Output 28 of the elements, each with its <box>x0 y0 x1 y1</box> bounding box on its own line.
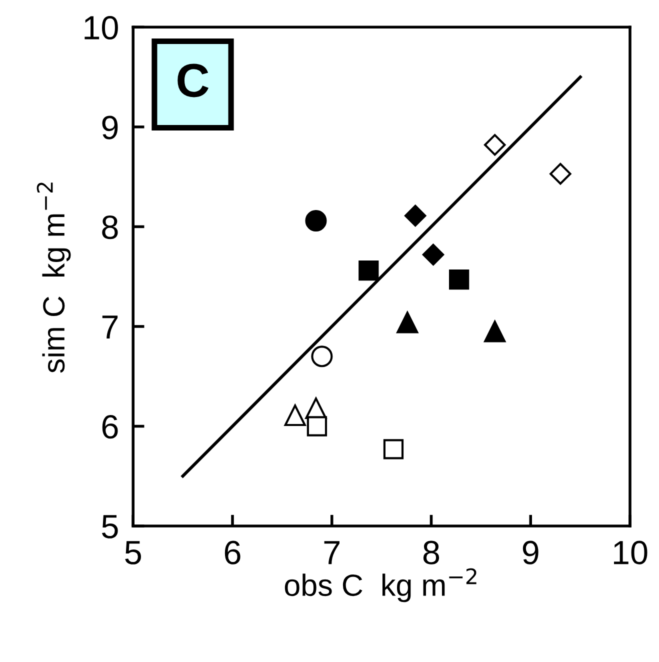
point <box>306 416 328 436</box>
point <box>550 162 572 185</box>
x-tick-label: 7 <box>324 541 340 564</box>
point <box>422 244 444 266</box>
y-tick-label: 9 <box>102 116 118 140</box>
x-tick-label: 10 <box>614 540 648 564</box>
point <box>484 134 506 156</box>
point <box>484 320 506 342</box>
point <box>305 210 327 232</box>
x-tick-label: 8 <box>423 540 440 564</box>
y-axis-title: sim C kg m$^{−2}$ <box>36 182 71 373</box>
point <box>404 204 426 227</box>
point <box>396 312 418 334</box>
point <box>449 270 470 290</box>
x-tick-label: 6 <box>224 540 240 564</box>
x-tick-label: 9 <box>522 540 538 564</box>
point <box>311 346 333 368</box>
y-tick-label: 8 <box>102 215 118 240</box>
y-tick-label: 10 <box>84 16 118 40</box>
x-axis-title: obs C kg m$^{−2}$ <box>284 568 476 602</box>
y-tick-label: 6 <box>102 415 118 439</box>
point <box>383 439 404 460</box>
point <box>284 404 306 426</box>
annotation: C <box>178 64 209 98</box>
y-tick-label: 7 <box>102 316 118 339</box>
y-tick-label: 5 <box>102 515 118 538</box>
point <box>358 260 379 281</box>
x-tick-label: 5 <box>125 541 141 564</box>
